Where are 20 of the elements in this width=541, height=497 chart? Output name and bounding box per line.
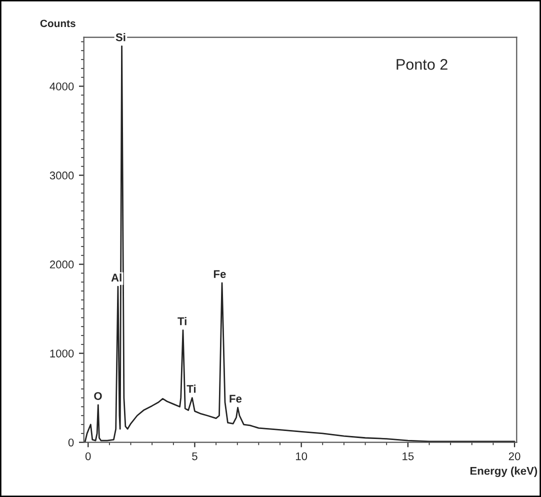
annotation: Si (116, 33, 126, 42)
y-tick-label: 0 (68, 438, 74, 446)
y-axis-title: Counts (40, 20, 76, 28)
y-tick-label: 4000 (50, 82, 74, 90)
x-tick-label: 5 (192, 452, 198, 460)
y-tick-label: 1000 (50, 350, 74, 358)
annotation: Ponto 2 (396, 59, 448, 70)
annotation: Ti (178, 317, 186, 326)
annotation: O (94, 392, 102, 400)
annotation: Ti (186, 384, 196, 393)
annotation: Fe (214, 270, 226, 278)
x-tick-label: 20 (508, 452, 520, 460)
x-tick-label: 10 (296, 452, 308, 460)
x-tick-label: 0 (85, 452, 91, 460)
annotation: Al (111, 273, 122, 282)
x-tick-label: 15 (402, 452, 414, 460)
y-tick-label: 2000 (50, 260, 74, 268)
x-axis-title: Energy (keV) (470, 466, 538, 478)
annotation: Fe (230, 394, 242, 403)
y-tick-label: 3000 (50, 172, 74, 180)
